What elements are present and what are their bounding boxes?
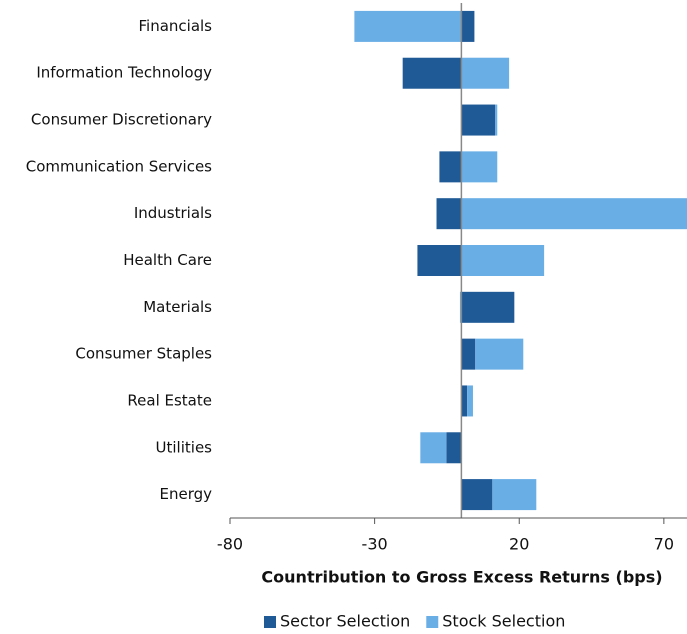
bar — [439, 151, 462, 183]
bar — [492, 479, 537, 511]
bar — [461, 245, 545, 276]
bar — [461, 151, 498, 183]
bar — [467, 385, 473, 417]
legend-swatch — [264, 616, 276, 628]
bar — [461, 338, 476, 370]
y-tick-label: Consumer Staples — [75, 345, 212, 363]
bar — [461, 291, 515, 323]
legend-swatch — [426, 616, 439, 628]
bar — [461, 385, 468, 417]
y-tick-label: Communication Services — [26, 157, 212, 175]
y-tick-label: Materials — [143, 298, 212, 316]
bar — [420, 432, 447, 464]
bar — [417, 245, 462, 276]
bar — [436, 198, 462, 230]
x-tick-label: 70 — [654, 535, 674, 554]
bar — [461, 57, 510, 89]
y-tick-label: Energy — [159, 485, 212, 503]
bar — [402, 57, 462, 89]
bar — [461, 479, 493, 511]
y-tick-label: Utilities — [156, 438, 213, 456]
y-tick-label: Financials — [139, 17, 213, 35]
legend-label: Stock Selection — [442, 612, 565, 631]
y-tick-label: Information Technology — [36, 64, 212, 82]
bar — [461, 198, 687, 230]
bar — [354, 10, 462, 42]
x-tick-label: -80 — [217, 535, 243, 554]
x-tick-label: -30 — [362, 535, 388, 554]
legend-label: Sector Selection — [280, 612, 410, 631]
x-axis-title: Countribution to Gross Excess Returns (b… — [261, 568, 662, 587]
bar — [446, 432, 462, 464]
y-tick-label: Consumer Discretionary — [31, 111, 212, 129]
bar — [461, 10, 475, 42]
bar — [475, 338, 524, 370]
y-tick-label: Real Estate — [127, 391, 212, 409]
bar — [495, 104, 498, 136]
y-tick-label: Health Care — [123, 251, 212, 269]
x-tick-label: 20 — [509, 535, 529, 554]
bar — [461, 104, 496, 136]
y-tick-label: Industrials — [134, 204, 212, 222]
